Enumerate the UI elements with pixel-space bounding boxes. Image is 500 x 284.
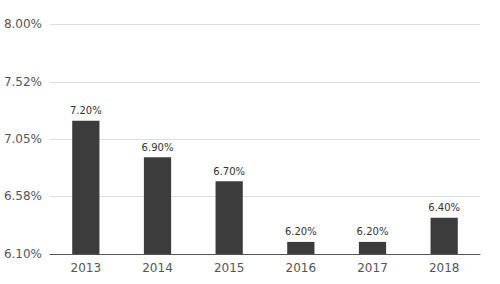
svg-text:7.20%: 7.20%: [70, 105, 102, 116]
svg-text:2018: 2018: [429, 261, 460, 275]
svg-text:2016: 2016: [286, 261, 317, 275]
svg-text:6.10%: 6.10%: [4, 247, 42, 261]
svg-text:2014: 2014: [142, 261, 173, 275]
svg-text:2017: 2017: [357, 261, 388, 275]
svg-text:2013: 2013: [71, 261, 102, 275]
svg-text:7.52%: 7.52%: [4, 75, 42, 89]
svg-text:2015: 2015: [214, 261, 245, 275]
svg-text:7.05%: 7.05%: [4, 132, 42, 146]
svg-text:6.20%: 6.20%: [285, 226, 317, 237]
svg-text:6.90%: 6.90%: [142, 142, 174, 153]
svg-text:6.70%: 6.70%: [213, 166, 245, 177]
svg-text:8.00%: 8.00%: [4, 17, 42, 31]
svg-text:6.40%: 6.40%: [428, 202, 460, 213]
svg-text:6.20%: 6.20%: [357, 226, 389, 237]
svg-text:6.58%: 6.58%: [4, 189, 42, 203]
